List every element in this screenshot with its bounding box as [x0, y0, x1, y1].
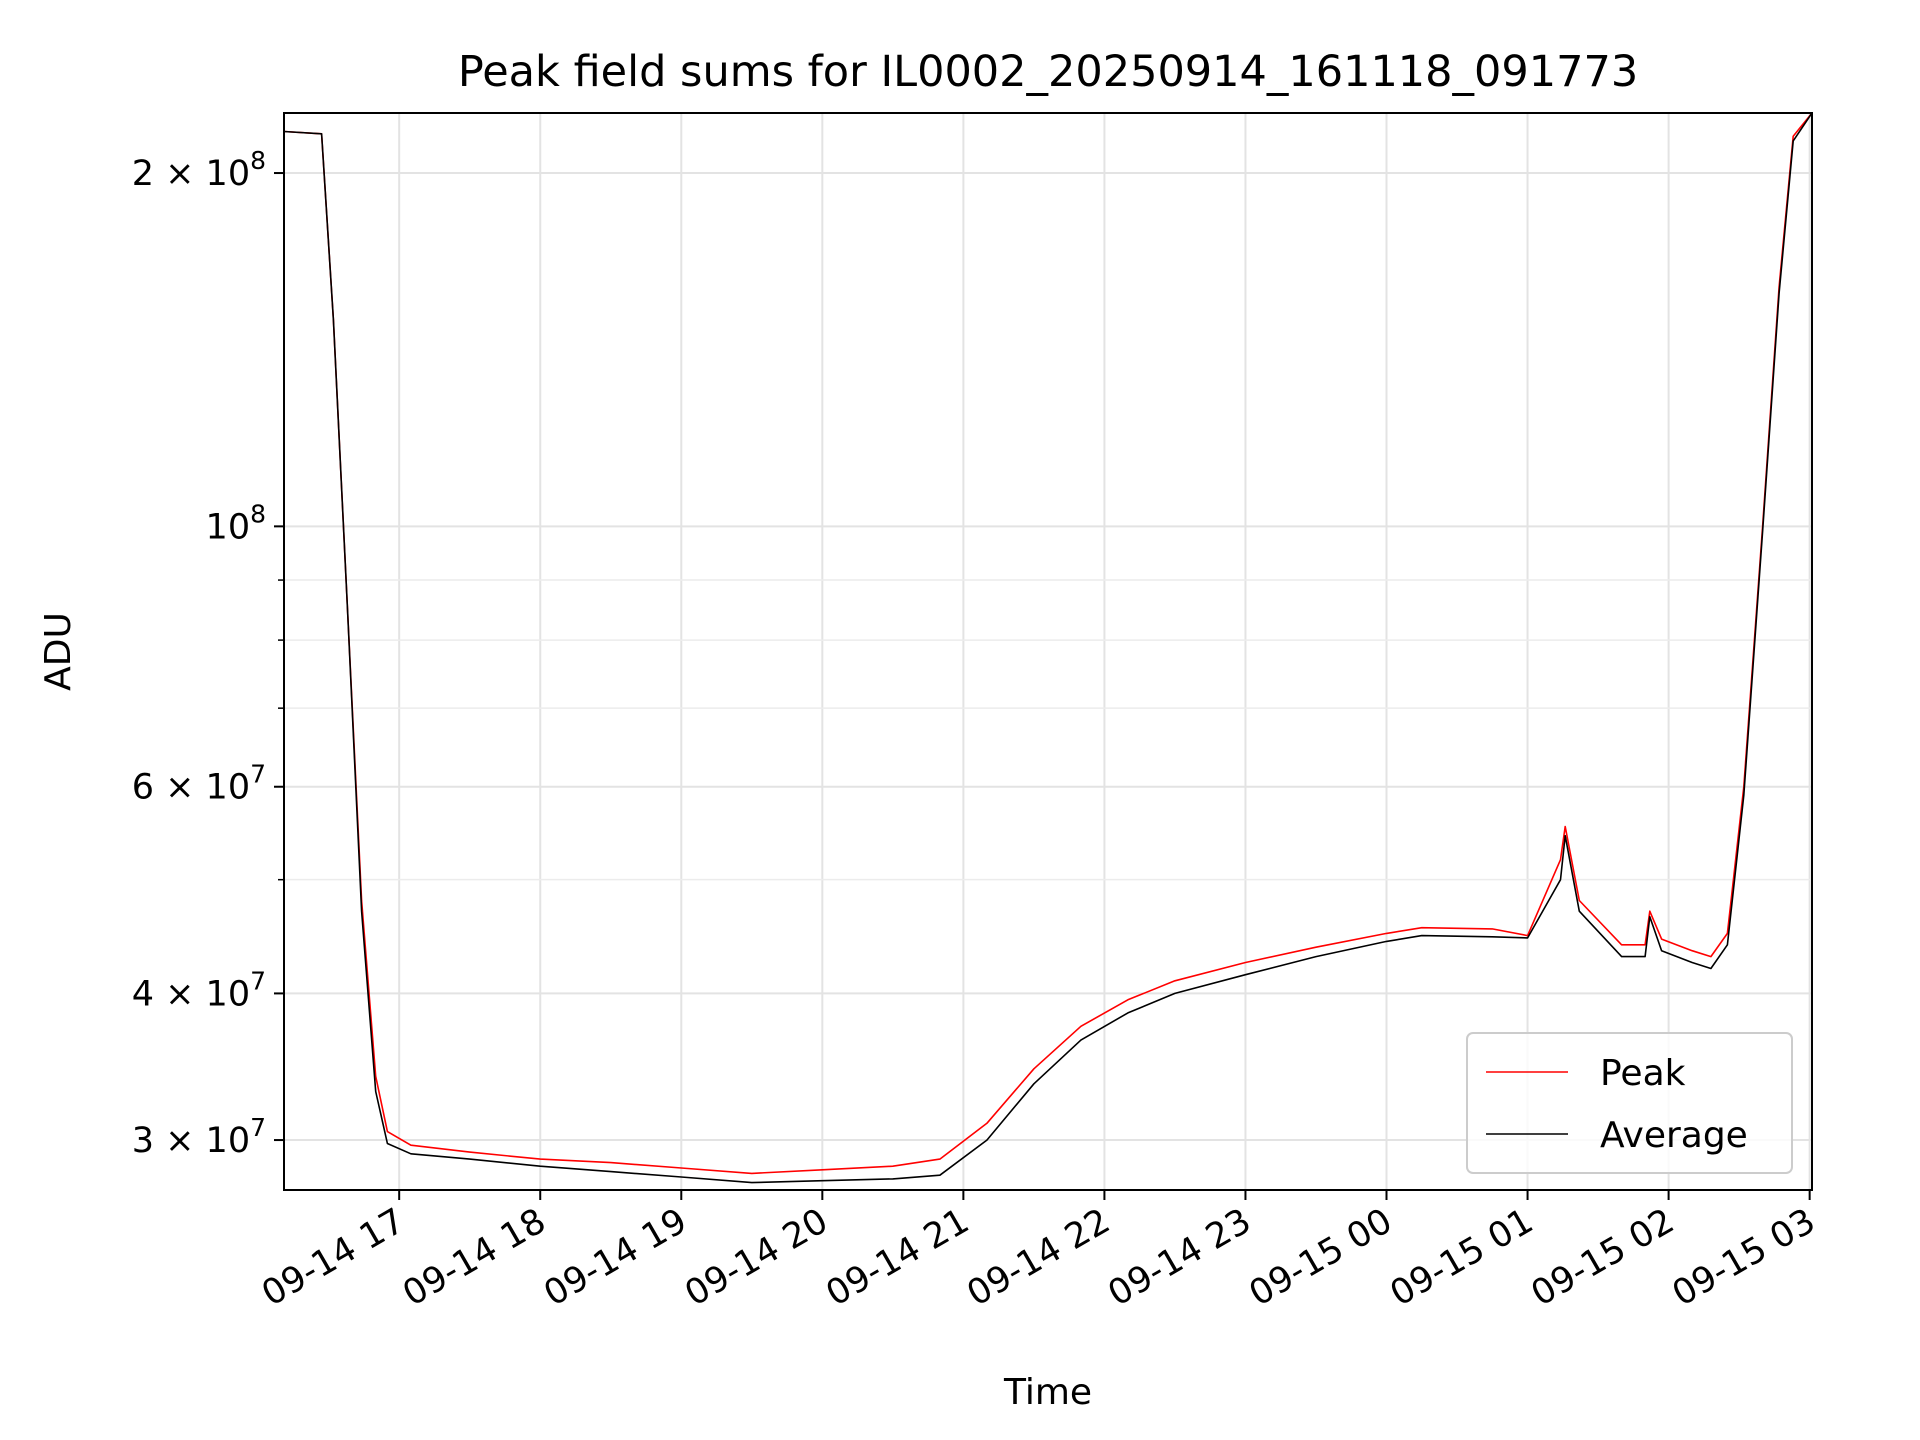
- y-tick-label: 108: [206, 499, 266, 547]
- x-axis-title: Time: [1003, 1372, 1092, 1413]
- legend-box: [1466, 1032, 1793, 1174]
- legend: Peak Average: [1466, 1032, 1793, 1174]
- plot-frame: [283, 112, 1813, 1191]
- legend-label-peak: Peak: [1600, 1053, 1686, 1094]
- legend-label-average: Average: [1600, 1115, 1748, 1156]
- y-axis-title: ADU: [38, 612, 79, 691]
- series-layer: [284, 113, 1812, 1184]
- series-line-average: [284, 113, 1812, 1184]
- y-tick-label: 4 × 107: [132, 966, 266, 1014]
- y-tick-label: 2 × 108: [132, 146, 266, 194]
- grid: [284, 113, 1812, 1190]
- series-line-peak: [284, 113, 1812, 1175]
- y-tick-label: 3 × 107: [132, 1113, 266, 1161]
- chart-title: Peak field sums for IL0002_20250914_1611…: [458, 47, 1638, 97]
- y-tick-label: 6 × 107: [132, 760, 266, 808]
